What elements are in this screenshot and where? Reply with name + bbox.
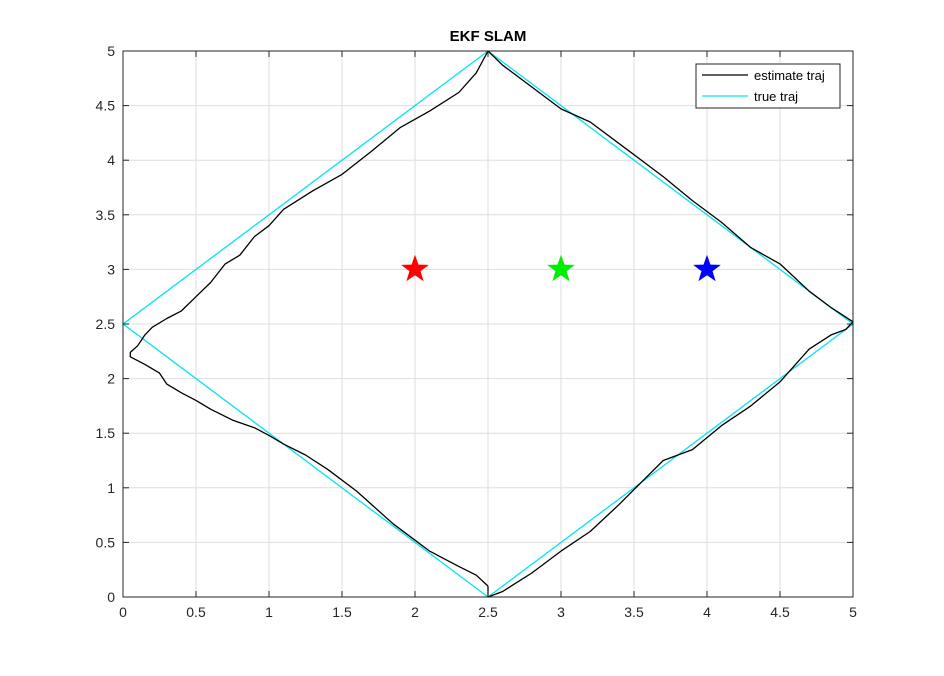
y-tick-label: 2 [107,371,115,387]
x-tick-label: 5 [849,604,857,620]
ticks: 0 0.5 1 1.5 2 2.5 3 3.5 4 4.5 5 0 0.5 1 1.5 2 2.5 3 3.5 4 4.… [96,43,858,620]
y-tick-label: 3 [107,261,115,277]
legend-box [695,63,841,109]
x-tick-label: 3.5 [624,604,644,620]
y-tick-label: 1.5 [96,425,116,441]
y-tick-label: 4 [107,152,115,168]
x-tick-label: 2 [411,604,419,620]
landmark-markers [400,254,722,282]
landmark-star-2 [546,254,576,282]
chart-title: EKF SLAM [450,28,527,45]
x-tick-label: 1.5 [332,604,352,620]
legend-label-true: true traj [754,89,798,104]
legend: estimate traj true traj [695,63,841,109]
x-tick-label: 0.5 [186,604,206,620]
y-tick-label: 3.5 [96,207,116,223]
y-tick-label: 2.5 [96,316,116,332]
landmark-star-1 [400,254,430,282]
y-tick-label: 0 [107,589,115,605]
x-tick-label: 4 [703,604,711,620]
x-tick-label: 1 [265,604,273,620]
x-tick-label: 2.5 [478,604,498,620]
x-tick-label: 3 [557,604,565,620]
x-tick-label: 0 [119,604,127,620]
y-tick-label: 1 [107,480,115,496]
landmark-star-3 [692,254,722,282]
x-tick-label: 4.5 [770,604,790,620]
y-tick-label: 4.5 [96,98,116,114]
y-tick-label: 0.5 [96,534,116,550]
legend-label-estimate: estimate traj [754,68,825,83]
y-tick-label: 5 [107,43,115,59]
estimate-traj-line [129,50,854,598]
